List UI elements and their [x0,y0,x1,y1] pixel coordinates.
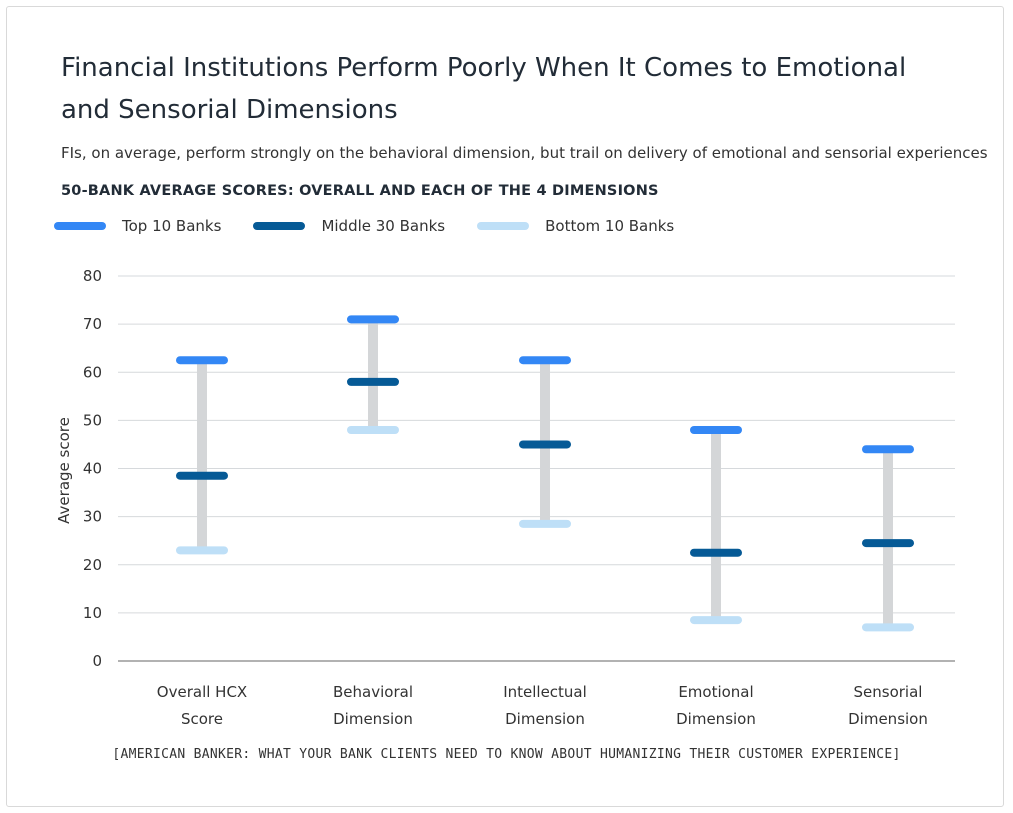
top-marker-0 [176,356,228,365]
legend-label-top: Top 10 Banks [122,217,222,235]
source-citation: [AMERICAN BANKER: WHAT YOUR BANK CLIENTS… [112,747,901,762]
x-tick-label-4-0: Sensorial [854,683,923,701]
middle-marker-4 [862,539,914,548]
y-tick-label-80: 80 [83,267,102,285]
chart-card: Financial Institutions Perform Poorly Wh… [6,6,1004,807]
top-marker-4 [862,445,914,454]
bottom-marker-1 [347,426,399,434]
top-marker-3 [690,426,742,434]
y-tick-label-0: 0 [92,652,102,670]
chart-subtitle: FIs, on average, perform strongly on the… [61,144,988,162]
x-tick-label-0-0: Overall HCX [157,683,247,701]
legend-item-bottom: Bottom 10 Banks [477,217,674,235]
range-bar-1 [368,319,378,430]
middle-marker-2 [519,440,571,449]
bottom-marker-3 [690,616,742,625]
top-marker-2 [519,356,571,365]
x-tick-label-0-1: Score [181,710,223,728]
x-tick-label-2-0: Intellectual [503,683,587,701]
y-tick-label-50: 50 [83,411,102,429]
chart-heading: 50-BANK AVERAGE SCORES: OVERALL AND EACH… [61,183,659,199]
y-axis-label: Average score [55,417,73,524]
range-bar-4 [883,449,893,628]
bottom-marker-2 [519,519,571,528]
range-bar-0 [197,360,207,551]
legend: Top 10 Banks Middle 30 Banks Bottom 10 B… [54,215,706,237]
y-tick-label-10: 10 [83,604,102,622]
middle-marker-3 [690,548,742,557]
chart-title: Financial Institutions Perform Poorly Wh… [61,53,907,125]
legend-label-middle: Middle 30 Banks [321,217,446,235]
range-bar-3 [711,430,721,621]
legend-label-bottom: Bottom 10 Banks [545,217,675,235]
legend-item-top: Top 10 Banks [54,217,221,235]
legend-item-middle: Middle 30 Banks [253,217,445,235]
y-tick-label-60: 60 [83,363,102,381]
y-tick-label-70: 70 [83,315,102,333]
x-tick-label-1-0: Behavioral [333,683,413,701]
x-tick-label-3-1: Dimension [676,710,756,728]
bottom-marker-4 [862,623,914,632]
legend-swatch-middle [253,222,306,230]
y-tick-label-30: 30 [83,508,102,526]
legend-swatch-top [54,222,106,230]
x-tick-label-3-0: Emotional [678,683,753,701]
x-tick-label-4-1: Dimension [848,710,928,728]
x-tick-label-1-1: Dimension [333,710,413,728]
middle-marker-0 [176,471,228,480]
legend-swatch-bottom [477,222,530,230]
bottom-marker-0 [176,546,228,555]
top-marker-1 [347,315,399,324]
y-tick-label-40: 40 [83,460,102,478]
y-tick-label-20: 20 [83,556,102,574]
middle-marker-1 [347,377,399,386]
x-tick-label-2-1: Dimension [505,710,585,728]
